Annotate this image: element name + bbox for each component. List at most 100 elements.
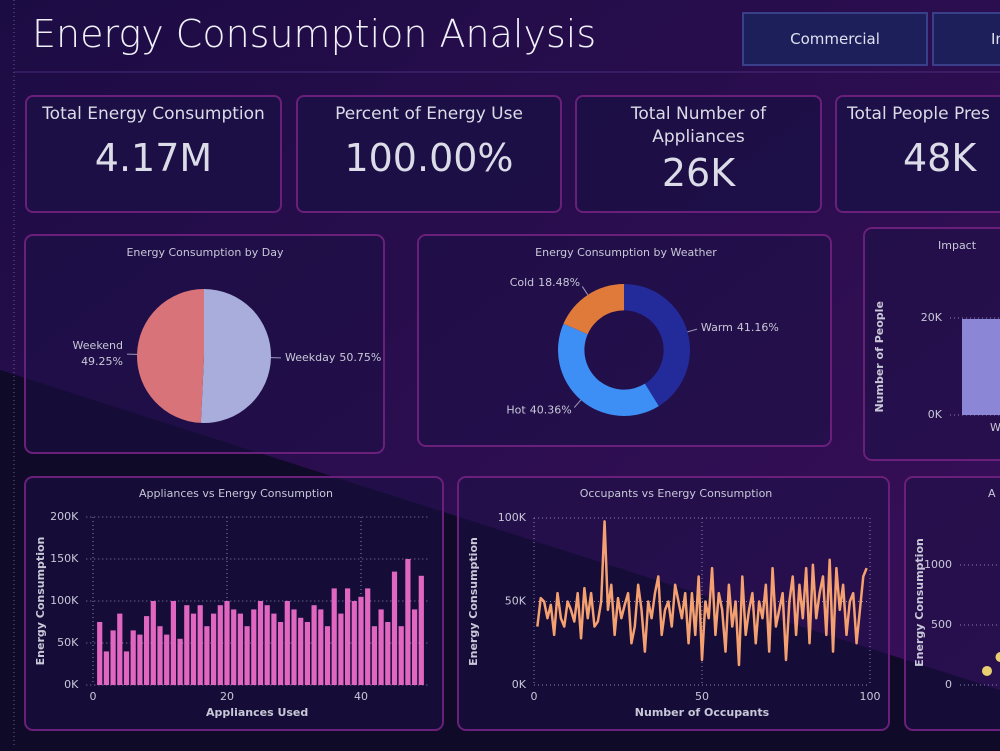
slice bbox=[137, 289, 204, 423]
bar bbox=[365, 588, 371, 685]
slice-category: Warm bbox=[701, 321, 733, 334]
y-tick-label: 1000 bbox=[924, 558, 952, 571]
y-tick-label: 0K bbox=[64, 678, 79, 691]
slice bbox=[558, 323, 659, 416]
slice-value: 41.16% bbox=[737, 321, 779, 334]
bar bbox=[298, 617, 304, 685]
slice-category: Hot bbox=[506, 404, 526, 417]
bar bbox=[110, 630, 116, 685]
bar bbox=[103, 651, 109, 685]
bar bbox=[257, 601, 264, 685]
chart-card bbox=[417, 234, 832, 447]
kpi-value: 4.17M bbox=[94, 136, 213, 180]
bar bbox=[398, 626, 404, 685]
chart-title: Impact bbox=[938, 239, 977, 252]
kpi-label: Total People Pres bbox=[847, 104, 990, 124]
y-tick-label: 50K bbox=[57, 636, 79, 649]
bar bbox=[391, 571, 398, 685]
y-tick-label: 150K bbox=[50, 552, 79, 565]
kpi-value: 26K bbox=[661, 151, 736, 195]
x-tick-label: 0 bbox=[531, 690, 538, 703]
leader-line bbox=[573, 399, 582, 408]
bar bbox=[418, 575, 424, 685]
bar bbox=[224, 601, 230, 685]
bar bbox=[378, 609, 384, 685]
bar bbox=[331, 588, 337, 685]
slice-label: Cold 18.48% bbox=[510, 276, 580, 289]
slice-label: Hot 40.36% bbox=[506, 404, 571, 417]
bar bbox=[345, 588, 351, 685]
y-axis-label: Energy Consumption bbox=[34, 537, 47, 666]
bar bbox=[144, 616, 150, 685]
y-tick-label: 0K bbox=[512, 678, 527, 691]
slice-label: Weekday 50.75% bbox=[285, 351, 381, 364]
bar bbox=[318, 609, 324, 685]
bar bbox=[284, 601, 290, 685]
chart-title: Energy Consumption by Day bbox=[126, 246, 284, 259]
filter-button[interactable]: In bbox=[932, 12, 1000, 66]
slice-value: 18.48% bbox=[538, 276, 580, 289]
chart-card bbox=[24, 476, 444, 731]
bar bbox=[231, 609, 237, 685]
kpi-label: Total Number of Appliances bbox=[630, 104, 767, 147]
slice-value: 50.75% bbox=[339, 351, 381, 364]
bar bbox=[251, 609, 257, 685]
bar bbox=[137, 634, 143, 685]
y-axis-label: Energy Consumption bbox=[913, 538, 926, 667]
chart-title: A bbox=[988, 487, 996, 500]
bar bbox=[304, 622, 310, 685]
bar bbox=[412, 609, 418, 685]
bar bbox=[190, 613, 197, 685]
bar bbox=[405, 559, 411, 685]
bar bbox=[291, 609, 297, 685]
bar bbox=[123, 651, 130, 685]
bar bbox=[204, 626, 210, 685]
bar bbox=[237, 613, 243, 685]
slice bbox=[200, 288, 271, 423]
kpi-card: Total Energy Consumption 4.17M bbox=[25, 95, 282, 213]
y-tick-label: 500 bbox=[931, 618, 952, 631]
bar bbox=[117, 613, 123, 685]
line bbox=[536, 520, 868, 667]
bar bbox=[197, 605, 203, 685]
y-axis-label: Number of People bbox=[873, 301, 886, 412]
x-tick-label: 100 bbox=[860, 690, 881, 703]
slice-label: Warm 41.16% bbox=[701, 321, 779, 334]
slice-value: 49.25% bbox=[81, 355, 123, 368]
bar bbox=[177, 638, 183, 685]
bar bbox=[217, 605, 223, 685]
y-tick-label: 50K bbox=[505, 595, 527, 608]
page-title: Energy Consumption Analysis bbox=[32, 12, 597, 56]
y-tick-label: 100K bbox=[50, 594, 79, 607]
y-tick-label: 20K bbox=[921, 311, 943, 324]
bar bbox=[385, 622, 391, 685]
bar bbox=[962, 318, 1000, 415]
kpi-label: Total Energy Consumption bbox=[42, 104, 265, 124]
x-tick-label: 40 bbox=[354, 690, 368, 703]
kpi-value: 100.00% bbox=[344, 136, 514, 180]
chart-title: Appliances vs Energy Consumption bbox=[139, 487, 333, 500]
bar bbox=[358, 596, 364, 685]
bar bbox=[170, 601, 176, 685]
bar bbox=[278, 622, 284, 685]
kpi-card: Percent of Energy Use 100.00% bbox=[296, 95, 562, 213]
y-tick-label: 0 bbox=[945, 678, 952, 691]
x-axis-label: Number of Occupants bbox=[635, 706, 770, 719]
y-tick-label: 0K bbox=[928, 408, 943, 421]
kpi-card: Total People Pres 48K bbox=[835, 95, 1000, 213]
bar bbox=[150, 601, 156, 685]
point bbox=[982, 665, 992, 676]
filter-button[interactable]: Commercial bbox=[742, 12, 928, 66]
bar bbox=[157, 626, 163, 685]
slice-category: Cold bbox=[510, 276, 534, 289]
point bbox=[995, 652, 1000, 663]
leader-line bbox=[581, 286, 589, 296]
bar bbox=[371, 626, 377, 685]
bar bbox=[351, 601, 357, 685]
slice-label: Weekend 49.25% bbox=[73, 339, 123, 368]
y-tick-label: 200K bbox=[50, 510, 79, 523]
y-axis-label: Energy Consumption bbox=[467, 537, 480, 666]
kpi-card: Total Number of Appliances 26K bbox=[575, 95, 822, 213]
slice bbox=[563, 284, 624, 335]
